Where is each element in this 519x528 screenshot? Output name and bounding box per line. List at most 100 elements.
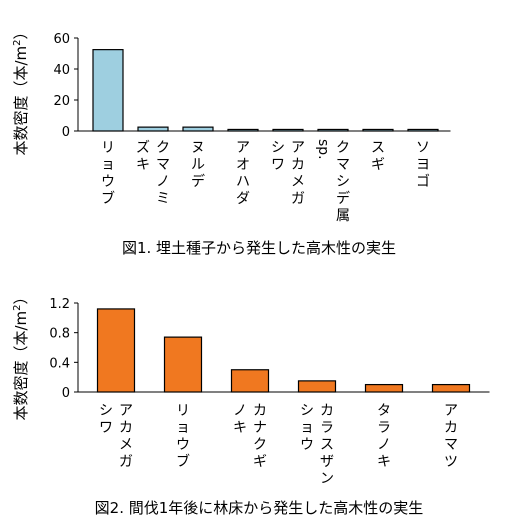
x-category-char: ノ <box>233 403 247 419</box>
x-category-char: ソ <box>416 140 430 156</box>
x-category-char: カ <box>253 403 267 419</box>
x-category-char: ラ <box>320 420 334 436</box>
x-category-char: カ <box>119 420 133 436</box>
x-category-char: ス <box>371 140 385 156</box>
x-category-char: ス <box>320 437 334 453</box>
x-category-char: ミ <box>156 191 170 207</box>
bar <box>137 126 169 132</box>
bar <box>92 49 124 132</box>
x-category-char: カ <box>320 403 334 419</box>
x-category-char: シ <box>336 174 350 190</box>
y-tick-label: 40 <box>53 63 70 78</box>
bar <box>407 128 439 132</box>
x-category-char: ル <box>191 157 205 173</box>
x-category-char: ゴ <box>416 173 430 190</box>
x-category-char: ア <box>444 403 458 419</box>
bar <box>230 369 270 393</box>
x-category-char: ガ <box>291 191 305 207</box>
figure-caption: 図2. 間伐1年後に林床から発生した高木性の実生 <box>95 499 424 517</box>
y-tick-label: 0 <box>62 125 70 140</box>
x-category-char: タ <box>377 403 391 419</box>
x-category-char: ウ <box>300 437 314 453</box>
x-category-char: ク <box>336 140 350 156</box>
x-category-char: デ <box>336 190 350 207</box>
y-axis-label: 本数密度（本/m2） <box>12 24 30 155</box>
x-category-char: ナ <box>253 420 267 436</box>
x-category-char: ウ <box>176 437 190 453</box>
x-category-label: ヌルデ <box>191 140 205 190</box>
x-category-char: ア <box>291 140 305 156</box>
bar <box>163 336 203 393</box>
x-category-char: ヨ <box>416 157 430 173</box>
x-category-char: ザ <box>320 454 334 470</box>
x-category-char: ギ <box>371 157 385 173</box>
x-category-char: ワ <box>99 420 113 436</box>
x-category-text: sp. <box>315 139 331 160</box>
bar <box>272 128 304 132</box>
x-category-char: キ <box>233 420 247 436</box>
x-category-char: ヌ <box>191 140 205 156</box>
x-category-char: ギ <box>253 454 267 470</box>
x-category-char: ク <box>156 140 170 156</box>
x-category-char: マ <box>336 157 350 173</box>
y-tick-label: 0.4 <box>49 356 70 371</box>
x-category-char: メ <box>119 437 133 453</box>
x-category-char: デ <box>191 173 205 190</box>
bar <box>96 308 136 393</box>
x-category-char: カ <box>291 157 305 173</box>
x-category-char: ノ <box>156 174 170 190</box>
x-category-char: ワ <box>271 157 285 173</box>
x-category-char: 属 <box>336 208 350 224</box>
x-category-char: ブ <box>176 453 190 470</box>
bar <box>431 383 471 393</box>
x-category-char: シ <box>99 403 113 419</box>
x-category-char: キ <box>377 454 391 470</box>
y-tick-label: 1.2 <box>49 297 70 312</box>
x-category-char: ウ <box>101 174 115 190</box>
x-category-char: ラ <box>377 420 391 436</box>
x-category-char: ガ <box>119 454 133 470</box>
bar <box>227 128 259 132</box>
x-category-char: オ <box>236 157 250 173</box>
x-category-char: マ <box>156 157 170 173</box>
x-category-char: ア <box>119 403 133 419</box>
x-category-char: ョ <box>101 157 115 173</box>
x-category-char: カ <box>444 420 458 436</box>
x-category-char: ダ <box>236 191 250 207</box>
y-axis-label: 本数密度（本/m2） <box>12 289 30 420</box>
bar <box>317 128 349 132</box>
x-category-char: リ <box>101 140 115 156</box>
x-category-char: ョ <box>176 420 190 436</box>
x-category-char: ハ <box>236 174 250 190</box>
y-tick-label: 0.8 <box>49 327 70 342</box>
x-category-char: メ <box>291 174 305 190</box>
x-category-label: ソヨゴ <box>416 140 430 190</box>
x-category-char: キ <box>136 157 150 173</box>
x-category-label: スギ <box>371 140 385 173</box>
bar <box>364 383 404 393</box>
x-category-char: リ <box>176 403 190 419</box>
chart-2: 00.40.81.2本数密度（本/m2）アカメガシワリョウブカナクギノキカラスザ… <box>12 289 490 517</box>
x-category-char: ノ <box>377 437 391 453</box>
x-category-char: シ <box>271 140 285 156</box>
bar <box>182 126 214 132</box>
x-category-char: ツ <box>444 454 458 470</box>
x-category-char: ア <box>236 140 250 156</box>
x-category-char: マ <box>444 437 458 453</box>
x-category-char: ズ <box>136 140 150 156</box>
x-category-char: ク <box>253 437 267 453</box>
x-category-char: シ <box>300 403 314 419</box>
x-category-char: ブ <box>101 190 115 207</box>
